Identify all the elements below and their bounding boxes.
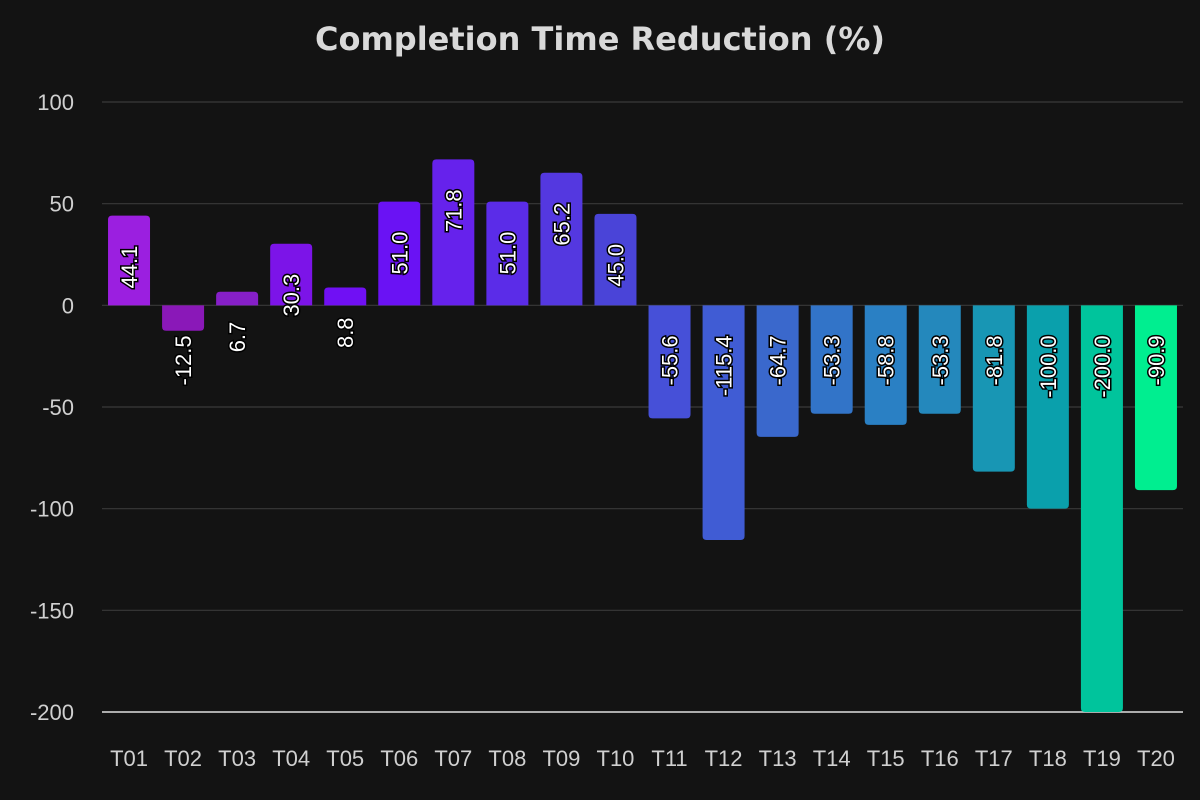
data-label: 44.1 bbox=[117, 246, 142, 289]
x-tick-label: T17 bbox=[975, 746, 1013, 771]
y-tick-label: 100 bbox=[37, 90, 74, 115]
bar-T10 bbox=[594, 213, 637, 306]
y-tick-label: -100 bbox=[30, 497, 74, 522]
data-label: -100.0 bbox=[1036, 335, 1061, 397]
x-tick-label: T13 bbox=[759, 746, 797, 771]
x-tick-label: T04 bbox=[272, 746, 310, 771]
bar-T15 bbox=[864, 305, 907, 425]
data-label: -115.4 bbox=[712, 335, 737, 396]
bar-T17 bbox=[972, 305, 1015, 472]
data-label: -200.0 bbox=[1090, 335, 1115, 397]
y-tick-label: -150 bbox=[30, 598, 74, 623]
y-tick-label: 50 bbox=[50, 192, 74, 217]
data-label: 8.8 bbox=[333, 317, 358, 348]
data-label: 30.3 bbox=[279, 274, 304, 317]
x-tick-label: T09 bbox=[542, 746, 580, 771]
data-label: -12.5 bbox=[171, 335, 196, 385]
data-label: -64.7 bbox=[766, 335, 791, 385]
bar-T16 bbox=[918, 305, 961, 414]
x-tick-label: T01 bbox=[110, 746, 148, 771]
bar-T02 bbox=[162, 305, 205, 331]
bar-T09 bbox=[540, 172, 583, 306]
bar-T20 bbox=[1134, 305, 1177, 491]
data-label: -81.8 bbox=[982, 335, 1007, 385]
data-label: 51.0 bbox=[387, 232, 412, 275]
data-label: -55.6 bbox=[658, 335, 683, 385]
data-label: -90.9 bbox=[1144, 335, 1169, 385]
x-tick-label: T02 bbox=[164, 746, 202, 771]
bar-T07 bbox=[432, 159, 475, 306]
bar-T05 bbox=[324, 287, 367, 306]
x-axis: T01 T02 T03 T04 T05 T06 T07 T08 T09 T10 T11 T12 T13 T… bbox=[110, 746, 1175, 771]
bar-T03 bbox=[216, 291, 259, 306]
x-tick-label: T12 bbox=[705, 746, 743, 771]
x-tick-label: T11 bbox=[651, 746, 687, 771]
x-tick-label: T16 bbox=[921, 746, 959, 771]
data-labels: 44.1 -12.5 6.7 30.3 8.8 51.0 71.8 51.0 65.2 45.0 -… bbox=[116, 188, 1171, 399]
x-tick-label: T10 bbox=[597, 746, 635, 771]
bar-T13 bbox=[756, 305, 799, 437]
y-tick-label: -200 bbox=[30, 700, 74, 725]
y-tick-label: -50 bbox=[42, 395, 74, 420]
x-tick-label: T15 bbox=[867, 746, 905, 771]
bar-T12 bbox=[702, 305, 745, 540]
gridlines bbox=[102, 101, 1183, 713]
bar-T18 bbox=[1026, 305, 1069, 509]
y-axis: 100 50 0 -50 -100 -150 -200 bbox=[30, 90, 74, 725]
bar-T06 bbox=[378, 201, 421, 306]
bar-T11 bbox=[648, 305, 691, 419]
chart-title: Completion Time Reduction (%) bbox=[315, 20, 885, 58]
x-tick-label: T14 bbox=[813, 746, 851, 771]
data-label: 65.2 bbox=[549, 203, 574, 246]
data-label: -53.3 bbox=[928, 335, 953, 385]
x-tick-label: T18 bbox=[1029, 746, 1067, 771]
x-tick-label: T03 bbox=[218, 746, 256, 771]
data-label: 51.0 bbox=[495, 232, 520, 275]
bars bbox=[108, 159, 1177, 712]
bar-T04 bbox=[270, 243, 313, 306]
data-label: -58.8 bbox=[874, 335, 899, 385]
bar-T08 bbox=[486, 201, 529, 306]
data-label: 6.7 bbox=[225, 322, 250, 353]
bar-T19 bbox=[1080, 305, 1123, 712]
bar-T01 bbox=[108, 215, 151, 306]
data-label: 71.8 bbox=[441, 189, 466, 232]
y-tick-label: 0 bbox=[62, 293, 74, 318]
x-tick-label: T19 bbox=[1083, 746, 1121, 771]
x-tick-label: T06 bbox=[380, 746, 418, 771]
x-tick-label: T05 bbox=[326, 746, 364, 771]
x-tick-label: T20 bbox=[1137, 746, 1175, 771]
data-label: -53.3 bbox=[820, 335, 845, 385]
data-label: 45.0 bbox=[603, 244, 628, 287]
x-tick-label: T07 bbox=[434, 746, 472, 771]
bar-T14 bbox=[810, 305, 853, 414]
x-tick-label: T08 bbox=[488, 746, 526, 771]
